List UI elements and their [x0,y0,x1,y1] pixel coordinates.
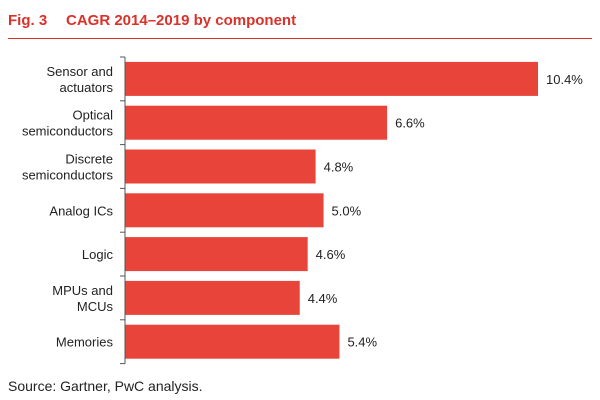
category-label-3: Analog ICs [49,203,113,218]
value-label-6: 5.4% [347,335,377,350]
source-note: Source: Gartner, PwC analysis. [8,378,203,394]
header-divider [8,38,592,39]
bar-5 [125,280,300,315]
value-label-0: 10.4% [546,72,583,87]
bar-1 [125,105,388,140]
category-label-1: Optical semiconductors [22,108,114,139]
figure-title: CAGR 2014–2019 by component [66,12,297,29]
bar-4 [125,237,308,272]
value-label-4: 4.6% [316,247,346,262]
figure-number: Fig. 3 [8,12,48,29]
figure-header: Fig. 3 CAGR 2014–2019 by component [8,12,296,32]
category-label-4: Logic [82,247,114,262]
category-label-5: MPUs and MCUs [52,283,113,314]
value-label-2: 4.8% [324,160,354,175]
value-label-5: 4.4% [308,291,338,306]
category-label-2: Discrete semiconductors [22,152,114,183]
bar-0 [125,61,538,96]
category-label-0: Sensor and actuators [47,64,114,95]
bar-2 [125,149,316,184]
category-label-6: Memories [56,335,114,350]
value-label-3: 5.0% [332,203,362,218]
bar-3 [125,193,324,228]
value-label-1: 6.6% [395,116,425,131]
bar-6 [125,324,340,359]
